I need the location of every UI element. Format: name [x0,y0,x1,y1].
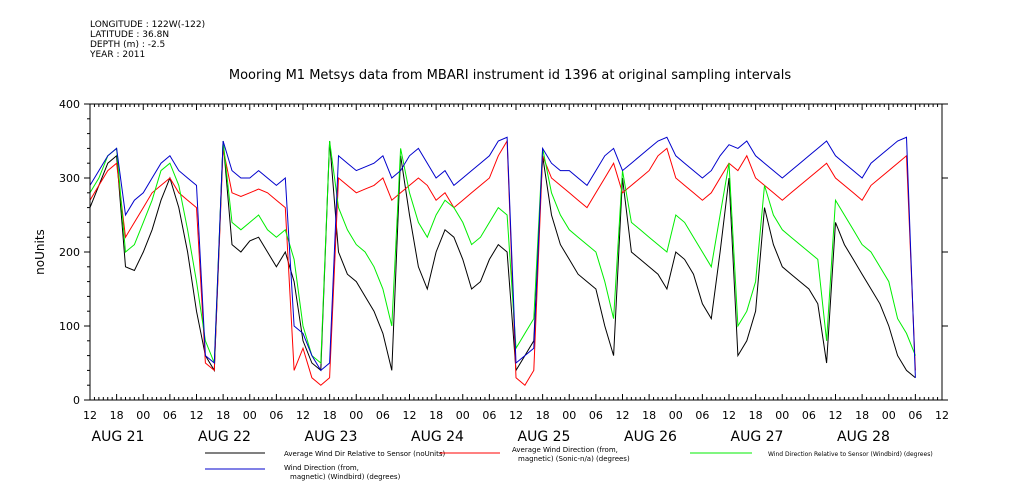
y-tick-label: 300 [59,172,80,185]
x-tick-label: 12 [722,409,736,422]
x-tick-label: 00 [562,409,576,422]
latitude-text: LATITUDE : 36.8N [90,30,170,40]
depth-text: DEPTH (m) : -2.5 [90,40,166,50]
x-date-label: AUG 22 [198,429,251,445]
metadata-block: LONGITUDE : 122W(-122) LATITUDE : 36.8N … [90,20,205,60]
x-tick-label: 18 [110,409,124,422]
legend-label-4: magnetic) (Windbird) (degrees) [290,473,401,481]
x-tick-label: 12 [296,409,310,422]
x-tick-label: 06 [695,409,709,422]
axes: 0 100 200 300 400 noUnits 12 18 00 06 12 18 00 06 12 18… [33,98,949,445]
year-text: YEAR : 2011 [90,50,146,60]
y-tick-label: 400 [59,98,80,111]
x-tick-label: 00 [882,409,896,422]
x-date-label: AUG 25 [518,429,571,445]
plot-area [89,136,916,386]
y-tick-label: 100 [59,320,80,333]
x-tick-label: 12 [935,409,949,422]
x-date-label: AUG 24 [411,429,464,445]
x-tick-label: 18 [642,409,656,422]
y-tick-label: 200 [59,246,80,259]
x-tick-label: 18 [536,409,550,422]
x-tick-label: 06 [589,409,603,422]
x-tick-label: 18 [855,409,869,422]
x-tick-label: 18 [429,409,443,422]
y-axis-label: noUnits [33,229,47,275]
legend-label-1: Average Wind Dir Relative to Sensor (noU… [284,450,445,458]
x-tick-label: 00 [456,409,470,422]
x-tick-label: 06 [376,409,390,422]
x-tick-label: 00 [669,409,683,422]
x-tick-label: 18 [749,409,763,422]
x-tick-label: 18 [323,409,337,422]
chart-title: Mooring M1 Metsys data from MBARI instru… [228,68,792,83]
x-tick-label: 12 [190,409,204,422]
x-tick-label: 12 [829,409,843,422]
x-tick-label: 00 [243,409,257,422]
x-tick-label: 06 [802,409,816,422]
legend-label-3: Wind Direction Relative to Sensor (Windb… [768,451,933,458]
x-tick-label: 12 [616,409,630,422]
x-date-label: AUG 26 [624,429,677,445]
legend-label-2: Average Wind Direction (from, [512,446,618,454]
x-tick-label: 12 [403,409,417,422]
x-date-label: AUG 23 [305,429,358,445]
series-line-2 [89,139,916,386]
x-tick-label: 00 [136,409,150,422]
x-tick-label: 18 [216,409,230,422]
series-line-4 [89,136,916,378]
legend-label-4: Wind Direction (from, [284,464,359,472]
x-date-label: AUG 28 [837,429,890,445]
x-tick-label: 06 [908,409,922,422]
x-tick-label: 00 [775,409,789,422]
legend-label-2: magnetic) (Sonic-n/a) (degrees) [518,455,630,463]
series-line-3 [89,140,916,365]
x-date-label: AUG 21 [92,429,145,445]
x-date-label: AUG 27 [731,429,784,445]
x-tick-label: 06 [269,409,283,422]
x-tick-label: 12 [509,409,523,422]
x-tick-label: 00 [349,409,363,422]
y-tick-label: 0 [73,394,80,407]
x-tick-label: 06 [482,409,496,422]
x-tick-label: 12 [83,409,97,422]
longitude-text: LONGITUDE : 122W(-122) [90,20,206,30]
series-line-1 [89,140,916,379]
legend: Average Wind Dir Relative to Sensor (noU… [205,446,933,481]
x-tick-label: 06 [163,409,177,422]
